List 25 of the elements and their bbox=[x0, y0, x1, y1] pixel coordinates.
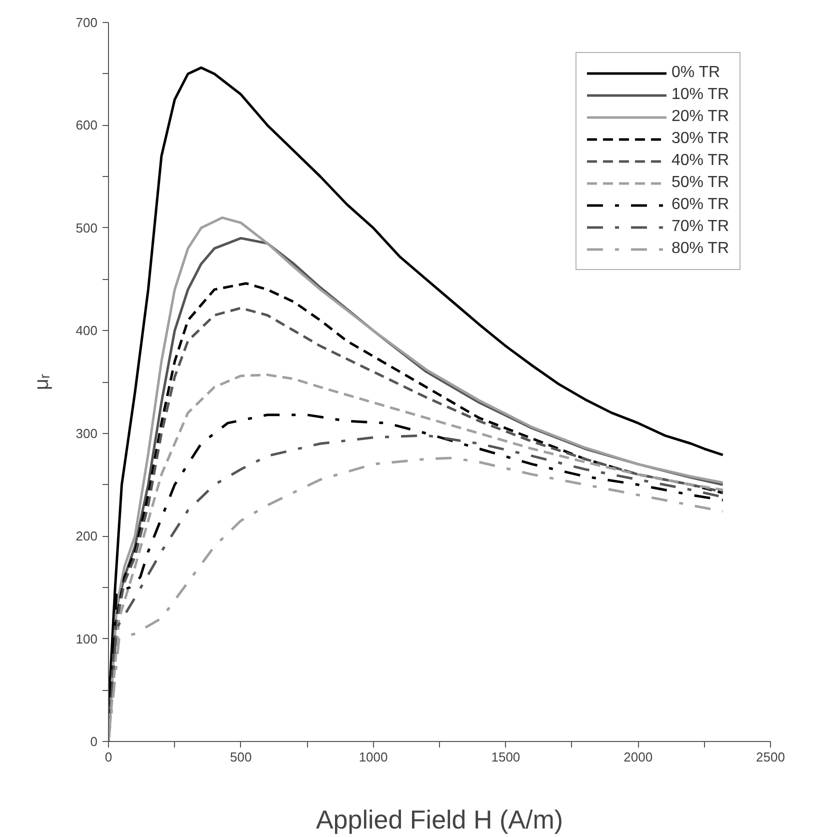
x-tick-label: 500 bbox=[230, 750, 252, 764]
legend-label: 50% TR bbox=[671, 174, 729, 192]
legend-label: 70% TR bbox=[671, 218, 729, 236]
x-tick-label: 2000 bbox=[624, 750, 653, 764]
legend-label: 10% TR bbox=[671, 86, 729, 104]
x-tick-label: 1500 bbox=[491, 750, 520, 764]
x-tick-label: 0 bbox=[104, 750, 112, 764]
y-tick-label: 500 bbox=[76, 220, 98, 236]
legend-label: 30% TR bbox=[671, 130, 729, 148]
y-axis-title: μᵣ bbox=[30, 374, 53, 390]
x-tick-label: 1000 bbox=[358, 750, 388, 764]
y-tick-label: 100 bbox=[76, 631, 98, 646]
legend-label: 40% TR bbox=[671, 152, 729, 170]
y-tick-label: 0 bbox=[90, 734, 98, 749]
y-tick-label: 200 bbox=[76, 528, 98, 544]
legend-label: 0% TR bbox=[671, 64, 720, 82]
y-tick-label: 400 bbox=[76, 323, 98, 338]
y-tick-label: 600 bbox=[76, 118, 98, 133]
x-axis-title: Applied Field H (A/m) bbox=[316, 804, 564, 834]
y-tick-label: 300 bbox=[76, 426, 98, 441]
x-tick-label: 2500 bbox=[756, 750, 785, 764]
legend-label: 60% TR bbox=[671, 196, 729, 214]
legend-label: 20% TR bbox=[671, 108, 729, 126]
y-tick-label: 700 bbox=[76, 15, 98, 30]
legend-label: 80% TR bbox=[671, 240, 729, 258]
